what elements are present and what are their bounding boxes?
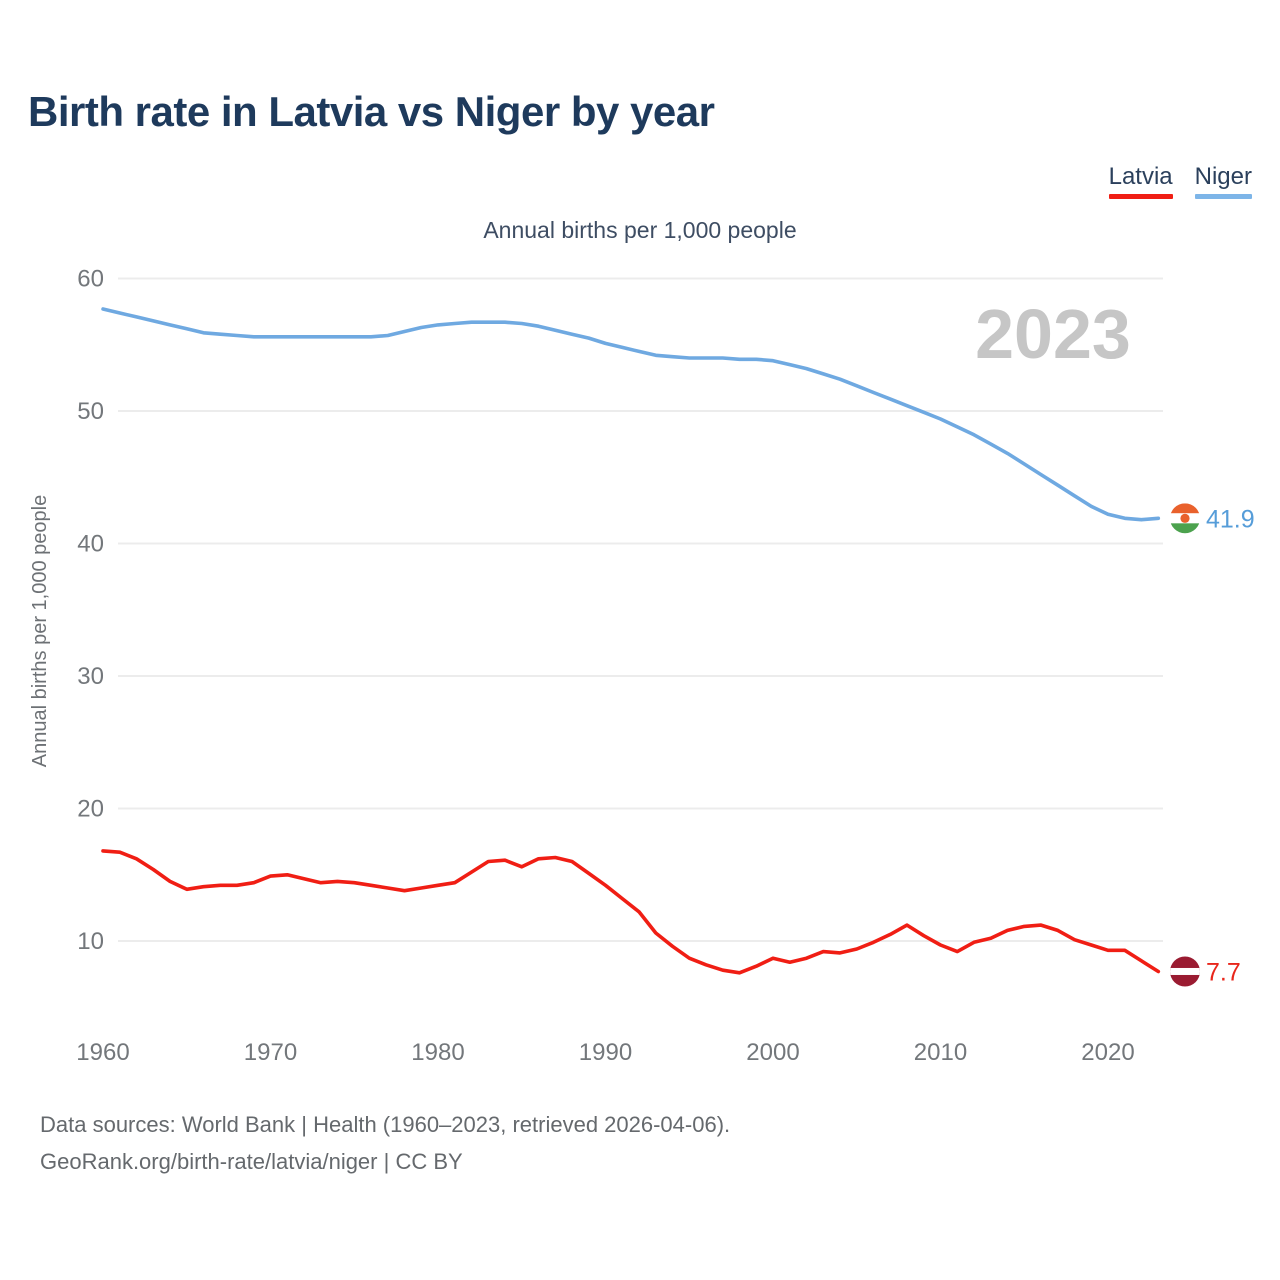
latvia-value-label: 7.7 [1206, 958, 1241, 986]
y-axis-label: Annual births per 1,000 people [29, 494, 51, 768]
legend-label-latvia: Latvia [1108, 163, 1173, 190]
latvia-line [101, 849, 1161, 975]
watermark-year: 2023 [975, 295, 1131, 373]
latvia-flag-icon [1170, 956, 1200, 987]
chart-subtitle: Annual births per 1,000 people [483, 217, 797, 243]
y-tick-label: 60 [77, 266, 104, 293]
niger-flag-icon [1170, 503, 1200, 534]
legend-underline-latvia [1108, 194, 1173, 199]
x-tick-label: 1970 [244, 1039, 297, 1066]
page-title: Birth rate in Latvia vs Niger by year [28, 88, 715, 135]
source-line-1: Data sources: World Bank | Health (1960–… [40, 1112, 731, 1137]
source-note: Data sources: World Bank | Health (1960–… [40, 1106, 730, 1180]
y-tick-label: 40 [77, 531, 104, 558]
legend-underline-niger [1194, 194, 1252, 199]
x-tick-label: 1980 [411, 1039, 464, 1066]
legend-item-niger[interactable]: Niger [1194, 163, 1252, 199]
niger-value-label: 41.9 [1206, 505, 1255, 533]
x-tick-label: 1960 [76, 1039, 129, 1066]
y-tick-label: 50 [77, 398, 104, 425]
legend: Latvia Niger [1108, 163, 1252, 199]
x-tick-label: 2020 [1081, 1039, 1134, 1066]
legend-label-niger: Niger [1194, 163, 1252, 190]
niger-line [101, 307, 1161, 522]
x-tick-label: 2010 [914, 1039, 967, 1066]
y-tick-label: 20 [77, 796, 104, 823]
x-tick-label: 1990 [579, 1039, 632, 1066]
x-tick-label: 2000 [746, 1039, 799, 1066]
source-line-2: GeoRank.org/birth-rate/latvia/niger | CC… [40, 1149, 463, 1174]
y-tick-label: 10 [77, 928, 104, 955]
legend-item-latvia[interactable]: Latvia [1108, 163, 1173, 199]
y-tick-label: 30 [77, 663, 104, 690]
